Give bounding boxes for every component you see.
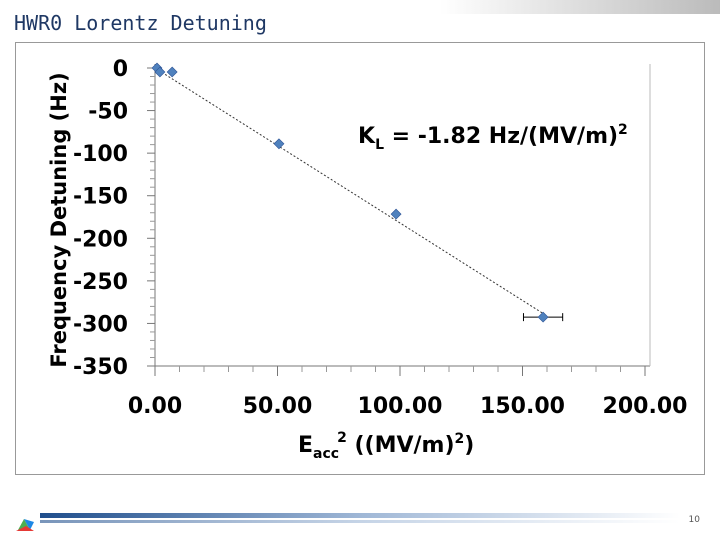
y-tick-label: -150 xyxy=(73,185,128,210)
text-part: ) xyxy=(464,433,474,458)
data-point xyxy=(154,66,166,78)
x-tick-label: 100.00 xyxy=(358,394,443,419)
chart-frame xyxy=(15,42,705,475)
x-axis-label: Eacc2 ((MV/m)2) xyxy=(298,430,474,462)
header-bar xyxy=(440,0,720,14)
y-tick-label: 0 xyxy=(113,57,128,82)
y-axis-label: Frequency Detuning (Hz) xyxy=(47,72,71,367)
y-tick-label: -100 xyxy=(73,142,128,167)
y-tick-label: -50 xyxy=(88,100,128,125)
footer-bar xyxy=(16,513,680,531)
x-tick-label: 200.00 xyxy=(603,394,688,419)
data-point xyxy=(273,138,285,150)
page-number: 10 xyxy=(689,515,701,525)
y-tick-label: -300 xyxy=(73,312,128,337)
y-tick-label: -200 xyxy=(73,227,128,252)
slide-title: HWR0 Lorentz Detuning xyxy=(14,11,267,35)
text-part: K xyxy=(358,124,376,149)
data-point xyxy=(390,208,402,220)
text-part: ((MV/m) xyxy=(347,433,455,458)
text-part: = -1.82 Hz/(MV/m) xyxy=(384,124,618,149)
y-tick-label: -350 xyxy=(73,355,128,380)
data-point xyxy=(537,311,549,323)
text-part: 2 xyxy=(455,431,465,447)
data-point xyxy=(166,66,178,78)
text-part: E xyxy=(298,433,313,458)
x-tick-label: 150.00 xyxy=(480,394,565,419)
text-part: acc xyxy=(313,446,339,462)
x-tick-label: 50.00 xyxy=(243,394,313,419)
text-part: 2 xyxy=(337,430,347,446)
y-tick-label: -250 xyxy=(73,270,128,295)
x-tick-label: 0.00 xyxy=(128,394,182,419)
fit-line xyxy=(154,67,544,314)
text-part: 2 xyxy=(618,122,628,138)
annotation: KL = -1.82 Hz/(MV/m)2 xyxy=(358,122,628,153)
text-part: L xyxy=(375,137,384,153)
